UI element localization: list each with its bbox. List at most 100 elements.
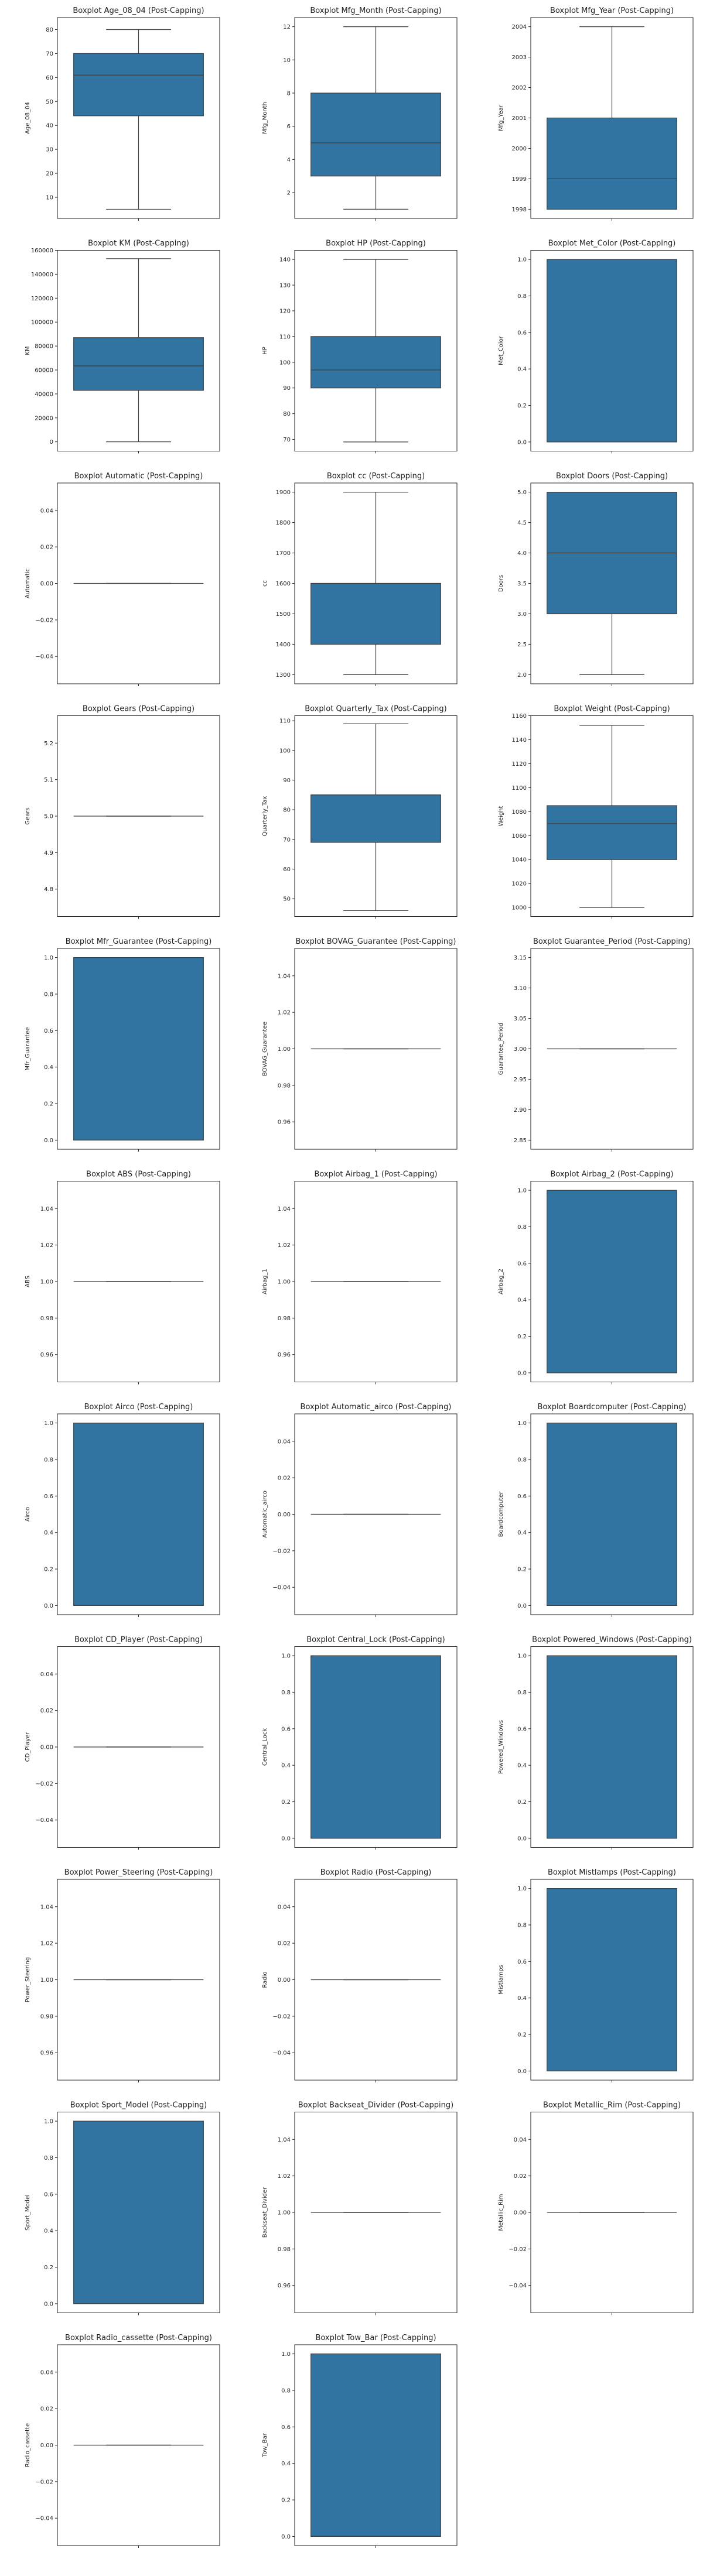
- y-tick-label: 2.5: [517, 642, 527, 648]
- chart-title: Boxplot KM (Post-Capping): [88, 239, 189, 248]
- y-tick-label: 0.2: [517, 1567, 527, 1573]
- y-tick-label: 1900: [276, 489, 291, 496]
- y-tick-label: −0.04: [35, 1817, 53, 1824]
- y-axis-label: Backseat_Divider: [262, 2187, 268, 2238]
- y-tick-label: 1800: [276, 520, 291, 526]
- chart-panel: Boxplot Mfg_Year (Post-Capping) Mfg_Year 1…: [498, 6, 694, 221]
- y-tick-label: −0.02: [509, 2246, 527, 2253]
- axes-frame: [294, 250, 458, 451]
- y-axis-label: Mfr_Guarantee: [25, 1027, 31, 1070]
- y-axis-label: Gears: [25, 807, 31, 824]
- iqr-box: [310, 794, 441, 843]
- y-tick-label: 0.6: [517, 1959, 527, 1965]
- y-tick-label: 20000: [35, 415, 53, 422]
- y-tick-label: −0.04: [272, 2050, 291, 2057]
- axes-frame: [57, 1181, 220, 1382]
- y-tick-label: 90: [283, 777, 291, 784]
- y-tick-label: 4.9: [44, 850, 53, 857]
- axes-frame: [57, 715, 220, 917]
- y-axis-label: Automatic_airco: [262, 1491, 268, 1538]
- iqr-box: [547, 1190, 677, 1373]
- chart-title: Boxplot Powered_Windows (Post-Capping): [532, 1636, 692, 1645]
- chart-panel: Boxplot Radio (Post-Capping) Radio −0.04 −0…: [262, 1868, 458, 2082]
- axes-frame: [530, 715, 694, 917]
- y-tick-label: 0.04: [40, 508, 53, 514]
- y-tick-label: 1300: [276, 672, 291, 679]
- y-tick-label: 1.0: [517, 257, 527, 263]
- y-tick-label: 0.6: [281, 1726, 291, 1732]
- y-tick-label: 0.0: [517, 1835, 527, 1842]
- y-tick-label: 1.02: [278, 1242, 291, 1249]
- y-tick-label: 100: [279, 748, 291, 754]
- axes-frame: [57, 1413, 220, 1615]
- y-tick-label: −0.04: [35, 2516, 53, 2522]
- y-tick-label: 1.04: [40, 1904, 53, 1910]
- y-tick-label: 0.96: [278, 1119, 291, 1126]
- chart-title: Boxplot HP (Post-Capping): [326, 239, 426, 248]
- y-tick-label: 0.2: [44, 1567, 53, 1573]
- chart-panel: Boxplot ABS (Post-Capping) ABS 0.96 0.98 1.0…: [25, 1170, 220, 1385]
- iqr-box: [73, 1422, 204, 1606]
- y-tick-label: 1.02: [278, 2173, 291, 2180]
- y-tick-label: 1.0: [44, 2119, 53, 2125]
- chart-title: Boxplot Automatic_airco (Post-Capping): [301, 1403, 452, 1412]
- y-tick-label: 0.00: [278, 1512, 291, 1518]
- y-tick-label: 0.96: [40, 1352, 53, 1358]
- axes-frame: [294, 482, 458, 684]
- y-tick-label: 0.0: [517, 2068, 527, 2075]
- y-tick-label: 0.04: [40, 1671, 53, 1678]
- y-tick-label: 70: [46, 51, 53, 57]
- y-tick-label: 30: [46, 147, 53, 153]
- chart-title: Boxplot ABS (Post-Capping): [86, 1170, 191, 1179]
- axes-frame: [57, 1879, 220, 2081]
- y-tick-label: 1.00: [278, 1046, 291, 1053]
- y-tick-label: 1.00: [278, 1279, 291, 1286]
- y-axis-label: Radio: [262, 1971, 268, 1988]
- y-tick-label: 2000: [512, 146, 527, 152]
- axes-frame: [294, 1646, 458, 1848]
- y-tick-label: 40000: [35, 391, 53, 398]
- y-tick-label: 70: [283, 437, 291, 443]
- y-tick-label: 0.00: [40, 581, 53, 587]
- chart-panel: Boxplot HP (Post-Capping) HP 70 80 90 100 110 1…: [262, 239, 458, 454]
- y-tick-label: 100: [279, 359, 291, 366]
- y-tick-label: 1.02: [278, 1010, 291, 1016]
- y-tick-label: 0.6: [44, 1493, 53, 1500]
- y-tick-label: 50: [46, 99, 53, 105]
- y-tick-label: 0.6: [517, 330, 527, 336]
- iqr-box: [73, 53, 204, 117]
- y-axis-label: Guarantee_Period: [498, 1023, 504, 1075]
- chart-panel: Boxplot cc (Post-Capping) cc 1300 1400 1500 1…: [262, 472, 458, 686]
- chart-panel: Boxplot Met_Color (Post-Capping) Met_Colo…: [498, 239, 694, 454]
- y-tick-label: 20: [46, 171, 53, 177]
- chart-title: Boxplot CD_Player (Post-Capping): [74, 1636, 203, 1645]
- y-tick-label: 2.0: [517, 672, 527, 679]
- axes-frame: [294, 715, 458, 917]
- y-tick-label: 0.96: [278, 2283, 291, 2289]
- y-tick-label: 3.05: [514, 1016, 527, 1022]
- axes-frame: [530, 17, 694, 219]
- y-tick-label: 0.8: [517, 1457, 527, 1463]
- y-axis-label: Powered_Windows: [498, 1720, 504, 1774]
- y-tick-label: 0.98: [278, 1083, 291, 1089]
- y-tick-label: 0.8: [44, 1457, 53, 1463]
- y-axis-label: Airbag_1: [262, 1269, 268, 1294]
- y-tick-label: 0.8: [281, 1690, 291, 1696]
- y-tick-label: 80: [283, 411, 291, 417]
- y-tick-label: 130: [279, 283, 291, 289]
- y-axis-label: KM: [25, 346, 31, 355]
- y-tick-label: 1600: [276, 581, 291, 587]
- chart-panel: Boxplot Mistlamps (Post-Capping) Mistlamp…: [498, 1868, 694, 2082]
- iqr-box: [73, 2121, 204, 2304]
- y-tick-label: 0.2: [44, 1101, 53, 1108]
- y-tick-label: 0.4: [44, 1064, 53, 1071]
- y-tick-label: 1.0: [517, 1420, 527, 1427]
- y-tick-label: 40: [46, 123, 53, 129]
- axes-frame: [530, 1879, 694, 2081]
- y-tick-label: −0.04: [35, 654, 53, 660]
- y-tick-label: −0.02: [272, 2013, 291, 2020]
- y-tick-label: 2.90: [514, 1107, 527, 1114]
- y-tick-label: 140: [279, 257, 291, 263]
- chart-title: Boxplot Metallic_Rim (Post-Capping): [543, 2101, 681, 2110]
- chart-panel: Boxplot Automatic_airco (Post-Capping) Au…: [262, 1403, 458, 1617]
